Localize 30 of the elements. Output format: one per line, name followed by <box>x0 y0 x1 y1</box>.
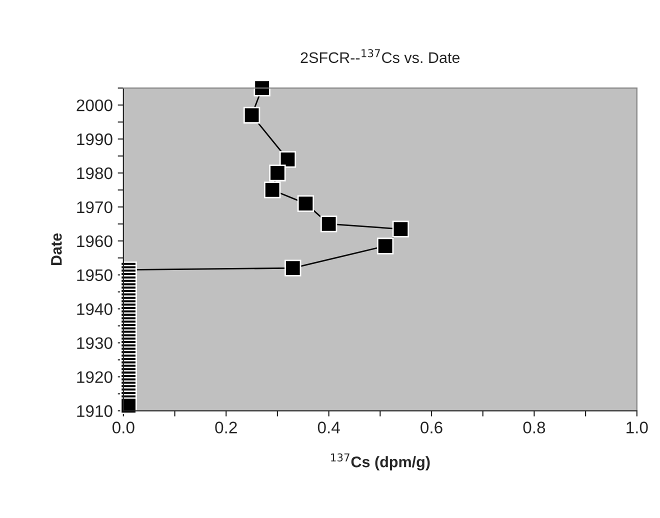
point <box>254 80 270 96</box>
y-tick-label: 1910 <box>77 405 112 417</box>
y-tick-label: 1980 <box>77 167 112 180</box>
point <box>297 195 314 212</box>
point <box>120 397 137 414</box>
point <box>269 164 286 182</box>
y-tick-label: 1960 <box>77 235 112 248</box>
y-tick-label: 1950 <box>77 269 112 282</box>
x-tick-label: 0.8 <box>523 422 546 434</box>
y-tick-label: 1940 <box>77 303 112 316</box>
y-tick-label: 1920 <box>77 371 112 384</box>
y-tick-label: 2000 <box>76 99 112 112</box>
point <box>376 238 394 254</box>
point <box>320 216 338 232</box>
x-tick-label: 0.4 <box>318 422 340 434</box>
point <box>392 220 410 238</box>
y-tick-label: 1990 <box>77 133 112 146</box>
point <box>284 260 302 276</box>
y-axis-title: Date <box>51 233 62 265</box>
point <box>279 151 296 168</box>
x-tick-label: 0.0 <box>112 422 134 434</box>
chart-title: 2SFCR--$^{137}$Cs vs. Date <box>300 49 460 64</box>
x-tick-label: 0.6 <box>420 422 442 434</box>
y-tick-label: 1970 <box>77 201 112 214</box>
x-tick-label: 1.0 <box>626 422 648 434</box>
x-axis-title: $^{137}$Cs (dpm/g) <box>331 453 430 470</box>
y-tick-label: 1930 <box>77 337 112 350</box>
x-tick-label: 0.2 <box>215 422 237 434</box>
point <box>243 106 260 124</box>
point <box>264 182 281 198</box>
